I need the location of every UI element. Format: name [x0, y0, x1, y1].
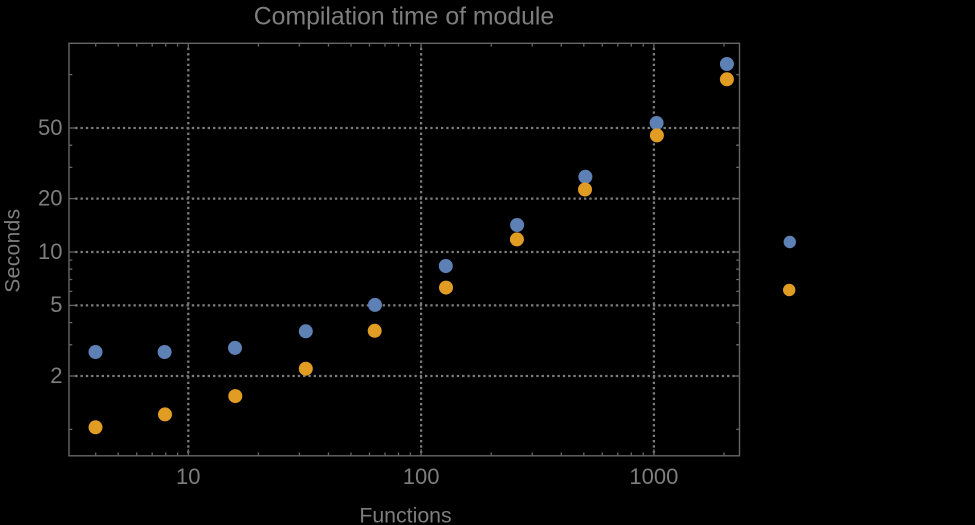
svg-text:10: 10: [38, 239, 62, 264]
svg-text:10: 10: [176, 464, 200, 489]
svg-text:20: 20: [38, 185, 62, 210]
svg-text:50: 50: [38, 115, 62, 140]
svg-text:Seconds: Seconds: [2, 209, 25, 293]
svg-text:Compilation time of module: Compilation time of module: [254, 3, 554, 30]
svg-text:2: 2: [50, 363, 62, 388]
svg-text:100: 100: [403, 464, 440, 489]
svg-text:1000: 1000: [629, 464, 678, 489]
svg-text:Functions: Functions: [359, 504, 451, 525]
svg-text:5: 5: [50, 292, 62, 317]
